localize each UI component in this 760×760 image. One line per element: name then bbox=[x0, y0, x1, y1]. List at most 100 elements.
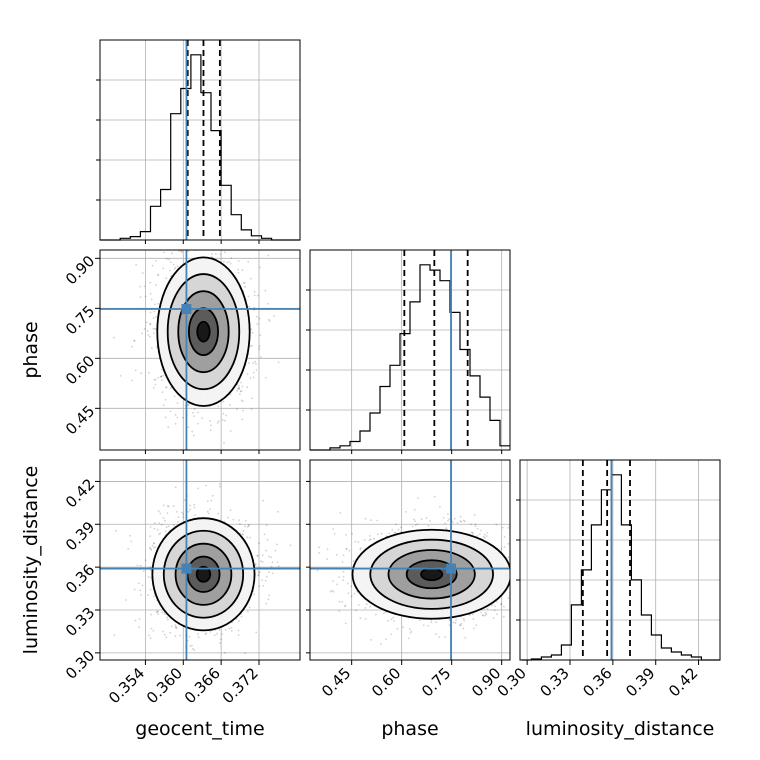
sample-point bbox=[392, 616, 395, 619]
sample-point bbox=[176, 265, 179, 268]
contour-line bbox=[166, 273, 241, 391]
sample-point bbox=[266, 538, 269, 541]
sample-point bbox=[420, 518, 423, 520]
contour-line bbox=[405, 559, 458, 590]
sample-point bbox=[271, 572, 274, 575]
sample-point bbox=[218, 483, 221, 485]
sample-point bbox=[483, 536, 486, 539]
sample-point bbox=[229, 509, 232, 512]
sample-point bbox=[193, 649, 196, 651]
sample-point bbox=[262, 584, 265, 587]
sample-point bbox=[259, 334, 262, 337]
sample-point bbox=[244, 525, 247, 528]
sample-point bbox=[153, 332, 155, 335]
sample-point bbox=[169, 631, 172, 634]
sample-point bbox=[211, 494, 214, 497]
sample-point bbox=[326, 548, 329, 551]
sample-point bbox=[164, 386, 167, 389]
sample-point bbox=[338, 610, 341, 612]
sample-point bbox=[238, 620, 241, 622]
sample-point bbox=[410, 630, 413, 632]
sample-point bbox=[188, 403, 190, 406]
sample-point bbox=[492, 617, 495, 619]
sample-point bbox=[115, 529, 117, 532]
sample-point bbox=[157, 302, 160, 305]
sample-point bbox=[157, 610, 159, 613]
sample-point bbox=[201, 417, 204, 419]
sample-point bbox=[342, 579, 345, 581]
sample-point bbox=[150, 298, 153, 301]
sample-point bbox=[209, 429, 212, 432]
sample-point bbox=[258, 317, 261, 320]
sample-point bbox=[147, 594, 150, 596]
sample-point bbox=[131, 345, 134, 348]
sample-point bbox=[460, 520, 463, 523]
sample-point bbox=[163, 251, 165, 254]
sample-point bbox=[470, 531, 473, 534]
grid-layer bbox=[100, 40, 720, 660]
sample-point bbox=[350, 585, 353, 588]
sample-point bbox=[192, 648, 194, 650]
sample-point bbox=[507, 556, 510, 559]
sample-point bbox=[145, 321, 148, 324]
sample-point bbox=[257, 554, 259, 557]
sample-point bbox=[425, 517, 428, 519]
sample-point bbox=[223, 260, 225, 263]
sample-point bbox=[248, 606, 251, 609]
sample-point bbox=[496, 601, 498, 603]
sample-point bbox=[209, 631, 212, 633]
sample-point bbox=[149, 535, 152, 537]
sample-point bbox=[241, 418, 244, 421]
sample-point bbox=[167, 505, 170, 508]
sample-point bbox=[342, 570, 345, 573]
sample-point bbox=[265, 575, 268, 578]
sample-point bbox=[481, 614, 484, 617]
sample-point bbox=[385, 638, 387, 641]
sample-point bbox=[239, 390, 242, 393]
sample-point bbox=[448, 618, 451, 621]
sample-point bbox=[143, 285, 146, 288]
sample-point bbox=[238, 384, 241, 387]
sample-point bbox=[387, 619, 389, 622]
sample-point bbox=[264, 289, 267, 292]
sample-point bbox=[237, 634, 240, 636]
sample-point bbox=[135, 264, 138, 266]
sample-point bbox=[174, 422, 177, 425]
sample-point bbox=[197, 422, 199, 425]
sample-point bbox=[149, 281, 152, 284]
sample-point bbox=[393, 531, 396, 534]
sample-point bbox=[355, 609, 358, 612]
sample-point bbox=[162, 517, 165, 519]
sample-point bbox=[222, 412, 225, 415]
sample-point bbox=[197, 411, 200, 414]
contour-line bbox=[162, 529, 245, 619]
sample-point bbox=[464, 637, 467, 639]
sample-point bbox=[161, 379, 163, 382]
sample-point bbox=[507, 542, 510, 545]
sample-point bbox=[177, 516, 180, 519]
sample-point bbox=[248, 305, 251, 308]
sample-point bbox=[264, 579, 267, 582]
sample-point bbox=[157, 613, 160, 615]
sample-point bbox=[146, 330, 149, 332]
sample-point bbox=[249, 377, 252, 379]
sample-point bbox=[176, 402, 179, 404]
sample-point bbox=[395, 523, 398, 526]
sample-point bbox=[265, 524, 268, 527]
sample-point bbox=[225, 414, 227, 417]
sample-point bbox=[365, 603, 368, 606]
sample-point bbox=[205, 484, 207, 487]
x-axis-title-luminosity_distance: luminosity_distance bbox=[526, 718, 715, 740]
sample-point bbox=[267, 598, 270, 601]
sample-point bbox=[173, 268, 176, 270]
sample-point bbox=[470, 523, 472, 526]
sample-point bbox=[476, 535, 479, 537]
sample-point bbox=[482, 614, 485, 617]
sample-point bbox=[486, 607, 489, 610]
sample-point bbox=[256, 554, 259, 557]
sample-point bbox=[216, 632, 219, 635]
sample-point bbox=[459, 515, 462, 518]
sample-point bbox=[262, 499, 265, 502]
contour-line bbox=[351, 528, 510, 620]
x-axis-title-geocent_time: geocent_time bbox=[135, 718, 264, 740]
